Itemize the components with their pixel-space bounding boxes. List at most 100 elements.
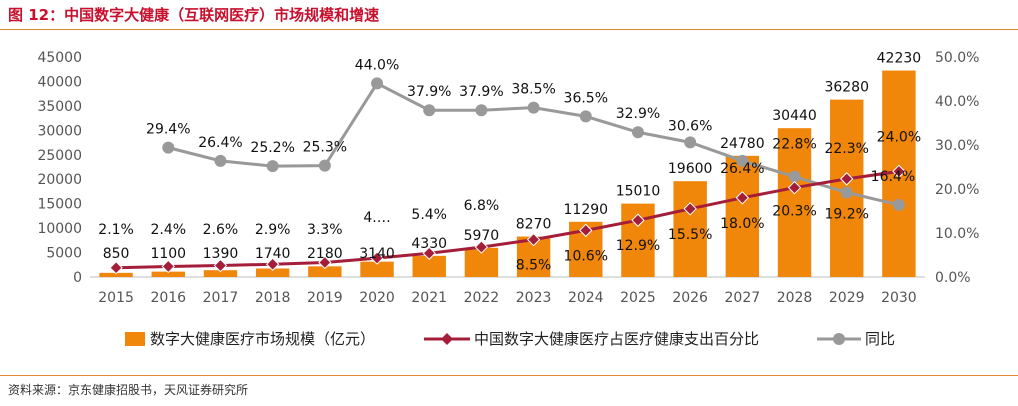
x-tick-label: 2015: [98, 290, 134, 306]
x-tick-label: 2017: [203, 290, 239, 306]
yoy-point: [684, 136, 697, 149]
bar-value-label: 24780: [720, 136, 765, 152]
bar-value-label: 36280: [824, 80, 869, 96]
share-value-label: 12.9%: [616, 238, 660, 254]
share-line: [116, 169, 900, 270]
share-value-label: 22.3%: [824, 141, 868, 157]
bar-value-label: 11290: [564, 202, 609, 218]
yoy-point: [736, 154, 749, 167]
yoy-value-label: 37.9%: [459, 84, 503, 100]
yoy-value-label: 44.0%: [355, 57, 399, 73]
y-left-tick-label: 40000: [37, 74, 82, 90]
x-tick-label: 2024: [568, 290, 604, 306]
share-point: [526, 232, 541, 247]
y-left-tick-label: 5000: [46, 246, 82, 262]
share-point: [109, 261, 123, 275]
bar-value-label: 3140: [359, 246, 395, 262]
y-right-tick-label: 10.0%: [935, 226, 979, 242]
x-tick-label: 2025: [620, 290, 656, 306]
bar-value-label: 2180: [307, 246, 343, 262]
share-value-label: 10.6%: [564, 248, 608, 264]
share-value-label: 8.5%: [516, 258, 552, 274]
yoy-value-label: 38.5%: [511, 82, 555, 98]
chart-title: 图 12：中国数字大健康（互联网医疗）市场规模和增速: [8, 6, 380, 24]
yoy-point: [214, 154, 227, 167]
yoy-value-label: 25.2%: [250, 140, 294, 156]
share-value-label: 2.9%: [255, 222, 291, 238]
x-tick-label: 2030: [881, 290, 917, 306]
yoy-point: [266, 160, 279, 173]
x-tick-label: 2016: [150, 290, 186, 306]
bar-value-label: 19600: [668, 161, 713, 177]
yoy-value-label: 16.4%: [871, 169, 915, 185]
bar-value-label: 1740: [255, 246, 291, 262]
yoy-point: [475, 104, 488, 117]
y-left-tick-label: 35000: [37, 99, 82, 115]
yoy-value-label: 19.2%: [824, 207, 868, 223]
share-value-label: 4.…: [363, 210, 390, 226]
y-left-tick-label: 15000: [37, 197, 82, 213]
y-left-tick-label: 25000: [37, 148, 82, 164]
bar-value-label: 1100: [150, 246, 186, 262]
yoy-value-label: 29.4%: [146, 122, 190, 138]
x-tick-label: 2020: [359, 290, 395, 306]
yoy-point: [318, 159, 331, 172]
y-left-tick-label: 45000: [37, 50, 82, 66]
x-tick-label: 2018: [255, 290, 291, 306]
share-point: [474, 240, 489, 254]
share-value-label: 24.0%: [877, 129, 921, 145]
y-left-tick-label: 30000: [37, 123, 82, 139]
legend-marker-yoy: [833, 333, 845, 345]
bar: [673, 181, 707, 277]
top-rule: [0, 29, 1018, 30]
bar: [725, 155, 760, 277]
share-value-label: 5.4%: [411, 207, 447, 223]
bar: [203, 270, 238, 277]
bar-value-label: 8270: [516, 217, 552, 233]
x-tick-label: 2019: [307, 290, 343, 306]
share-point: [161, 259, 175, 274]
y-right-tick-label: 50.0%: [935, 50, 979, 66]
y-right-tick-label: 30.0%: [935, 138, 979, 154]
yoy-value-label: 25.3%: [303, 140, 347, 156]
share-point: [840, 172, 854, 186]
x-tick-label: 2028: [777, 290, 813, 306]
bar: [99, 272, 133, 277]
share-point: [318, 255, 332, 270]
bar: [151, 271, 185, 277]
x-tick-label: 2027: [725, 290, 761, 306]
y-left-tick-label: 0: [73, 270, 82, 286]
yoy-value-label: 32.9%: [616, 106, 660, 122]
share-point: [787, 180, 802, 195]
yoy-point: [527, 101, 540, 114]
yoy-value-label: 26.4%: [720, 161, 764, 177]
yoy-point: [788, 170, 801, 183]
legend-marker-share: [441, 333, 453, 345]
share-point: [683, 202, 697, 216]
share-value-label: 2.1%: [98, 222, 134, 238]
bar-value-label: 5970: [464, 228, 500, 244]
share-value-label: 15.5%: [668, 227, 712, 243]
yoy-value-label: 26.4%: [198, 135, 242, 151]
legend-label-yoy: 同比: [865, 330, 895, 348]
yoy-value-label: 22.8%: [772, 137, 816, 153]
yoy-point: [579, 110, 592, 123]
yoy-point: [892, 198, 905, 211]
source-note: 资料来源：京东健康招股书，天风证券研究所: [8, 383, 249, 397]
y-left-tick-label: 20000: [37, 172, 82, 188]
legend-label-bar: 数字大健康医疗市场规模（亿元）: [150, 330, 375, 348]
share-point: [213, 258, 228, 273]
bar-value-label: 850: [103, 246, 130, 262]
y-right-tick-label: 20.0%: [935, 182, 979, 198]
share-value-label: 20.3%: [772, 204, 816, 220]
yoy-value-label: 30.6%: [668, 118, 712, 134]
share-point: [422, 246, 436, 260]
legend-label-share: 中国数字大健康医疗占医疗健康支出百分比: [474, 330, 759, 348]
bar-value-label: 42230: [877, 51, 922, 67]
yoy-point: [423, 104, 436, 117]
x-tick-label: 2029: [829, 290, 865, 306]
bar-value-label: 1390: [203, 246, 239, 262]
share-point: [735, 191, 750, 205]
yoy-point: [162, 141, 175, 154]
share-point: [265, 257, 280, 271]
